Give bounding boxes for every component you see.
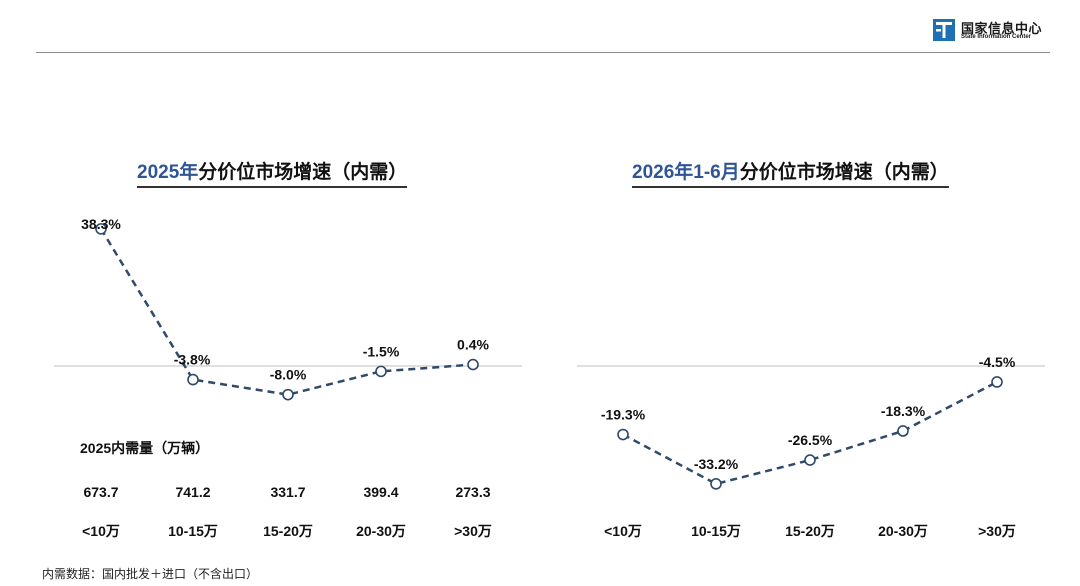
- chart2-title-text: 分价位市场增速（内需）: [739, 162, 949, 183]
- category-label: >30万: [454, 523, 492, 539]
- logo-name-en: State Information Center: [961, 34, 1032, 40]
- data-label: -26.5%: [788, 432, 833, 448]
- data-label: -8.0%: [270, 367, 307, 383]
- data-point-marker: [710, 478, 722, 490]
- volume-value: 673.7: [83, 484, 118, 500]
- chart1-svg: 38.3% -3.8% -8.0% -1.5% 0.4% <10万 10-15万 15-20万…: [54, 216, 522, 539]
- chart2-title: 2026年1-6月分价位市场增速（内需）: [632, 157, 949, 188]
- volume-value: 273.3: [455, 484, 490, 500]
- logo-mark-icon: [933, 19, 955, 41]
- data-point-marker: [375, 365, 387, 378]
- data-point-marker: [282, 388, 294, 401]
- data-label: 38.3%: [81, 216, 121, 232]
- data-point-marker: [991, 376, 1003, 388]
- category-label: <10万: [82, 523, 120, 539]
- category-label: 10-15万: [691, 523, 741, 539]
- data-label: 0.4%: [457, 337, 489, 353]
- data-point-marker: [467, 358, 479, 371]
- header-divider: [36, 52, 1050, 53]
- data-point-marker: [95, 223, 107, 235]
- chart1-title-text: 分价位市场增速（内需）: [198, 162, 408, 183]
- chart1-title-year: 2025年: [137, 162, 199, 183]
- category-label: 20-30万: [356, 523, 406, 539]
- data-label: -33.2%: [694, 456, 739, 472]
- chart2-svg: -19.3% -33.2% -26.5% -18.3% -4.5% <10万 10-15万 1…: [577, 354, 1045, 539]
- data-point-marker: [187, 373, 199, 386]
- data-label: -4.5%: [979, 354, 1016, 370]
- series-line: [99, 228, 474, 396]
- category-label: >30万: [978, 523, 1016, 539]
- data-label: -3.8%: [174, 352, 211, 368]
- data-point-marker: [617, 428, 629, 441]
- data-point-marker: [897, 425, 909, 437]
- volume-value: 399.4: [363, 484, 398, 500]
- category-label: 10-15万: [168, 523, 218, 539]
- volume-value: 331.7: [270, 484, 305, 500]
- category-label: 15-20万: [263, 523, 313, 539]
- data-label: -18.3%: [881, 403, 926, 419]
- data-label: -19.3%: [601, 407, 646, 423]
- state-information-center-logo: 国家信息中心 State Information Center: [933, 18, 1051, 44]
- data-point-marker: [804, 454, 816, 466]
- category-label: <10万: [604, 523, 642, 539]
- chart1-title: 2025年分价位市场增速（内需）: [137, 157, 408, 188]
- volume-value: 741.2: [175, 484, 210, 500]
- chart2-title-period: 2026年1-6月: [632, 162, 740, 183]
- category-label: 15-20万: [785, 523, 835, 539]
- logo-name-cn: 国家信息中心: [961, 22, 1043, 37]
- footnote: 内需数据：国内批发＋进口（不含出口）: [42, 567, 259, 581]
- category-label: 20-30万: [878, 523, 928, 539]
- volume-table-title: 2025内需量（万辆）: [80, 440, 209, 456]
- data-label: -1.5%: [363, 343, 400, 359]
